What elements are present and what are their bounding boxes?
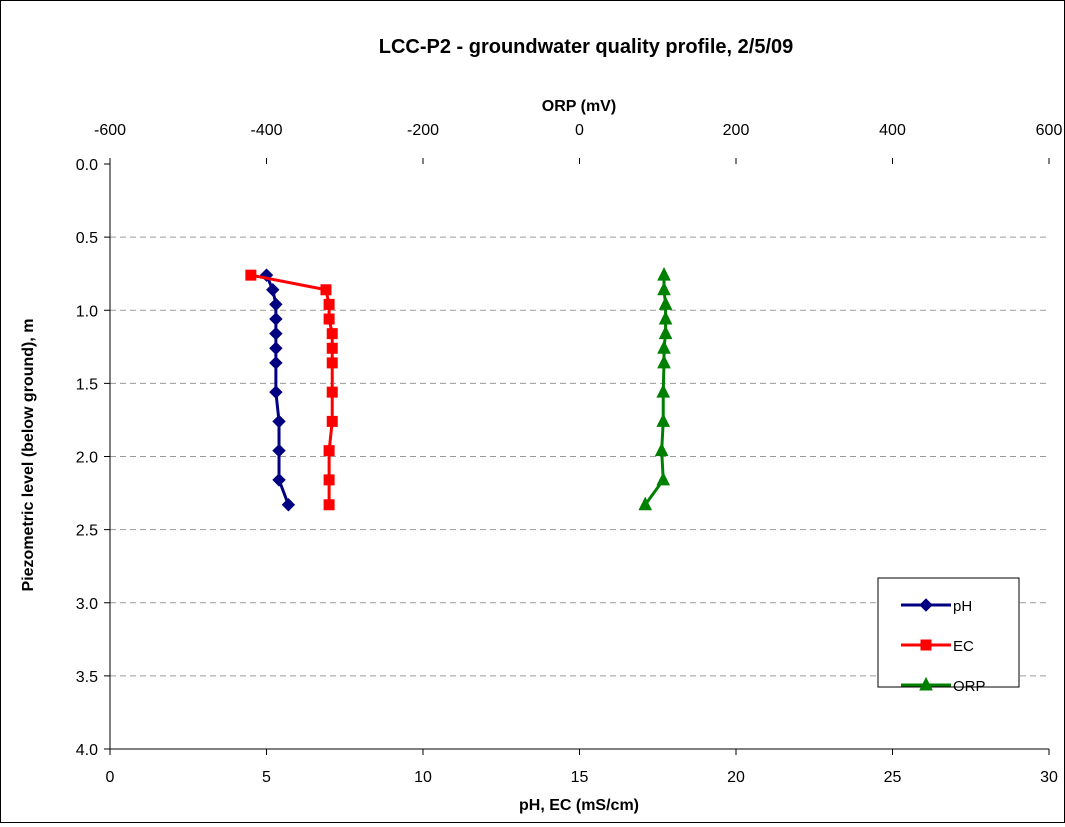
top-x-tick-label: 600 [1036,122,1063,139]
data-point-orp [658,310,673,325]
data-point-ph [269,297,283,312]
bottom-x-tick-label: 20 [727,769,745,786]
data-point-ph [269,385,283,399]
legend: pH EC ORP [877,577,1020,695]
y-tick-label: 3.5 [76,669,98,686]
data-point-ph [269,312,283,326]
data-point-ec [326,342,338,354]
top-x-axis-title: ORP (mV) [542,98,616,115]
chart-title: LCC-P2 - groundwater quality profile, 2/… [379,36,794,58]
data-point-ph [269,326,283,341]
data-point-ec [326,386,338,398]
data-point-orp [638,496,653,511]
data-point-ph [266,283,280,297]
data-point-ec [245,269,257,281]
top-x-tick-label: -600 [94,122,126,139]
legend-label-orp: ORP [953,678,986,695]
y-tick-label: 1.5 [76,376,98,393]
data-point-ec [323,474,335,486]
y-tick-label: 0.0 [76,157,98,174]
legend-box [877,577,1020,688]
bottom-x-tick-label: 30 [1040,769,1058,786]
data-point-orp [658,296,673,310]
data-point-ec [326,357,338,369]
bottom-x-axis-title: pH, EC (mS/cm) [519,797,639,814]
data-point-ec [320,284,332,296]
legend-marker-ec [920,639,932,651]
y-tick-label: 1.0 [76,303,98,320]
bottom-x-tick-label: 25 [884,769,902,786]
axes: 0.0 0.5 1.0 1.5 2.0 2.5 3.0 3.5 4.0 0 5 10 15 20 25 30 -… [76,122,1063,786]
data-point-orp [656,471,671,486]
data-point-ec [323,313,335,325]
data-point-ec [323,445,335,457]
data-point-ec [326,328,338,340]
data-point-ph [272,414,286,429]
data-point-orp [656,413,671,427]
y-tick-label: 2.5 [76,523,98,540]
data-point-ph [269,356,283,370]
top-x-tick-label: 0 [575,122,584,139]
data-point-orp [657,340,671,354]
top-x-tick-label: 400 [879,122,906,139]
data-point-ph [272,473,286,487]
y-tick-label: 2.0 [76,450,98,467]
series-line-ec [250,273,334,505]
data-point-orp [654,442,669,457]
data-point-ph [269,341,283,355]
data-point-ph [272,443,286,458]
data-point-ph [281,498,296,512]
data-point-orp [657,354,671,369]
data-point-orp [657,281,671,296]
legend-marker-ph [919,598,933,612]
data-point-orp [656,384,671,398]
bottom-x-tick-label: 15 [571,769,589,786]
data-point-ec [323,499,335,511]
legend-label-ph: pH [953,598,972,615]
legend-marker-orp [919,676,933,691]
legend-label-ec: EC [953,638,974,655]
data-point-ec [326,415,338,427]
data-series [245,267,673,512]
data-point-orp [658,325,673,340]
top-x-tick-label: -400 [250,122,282,139]
y-tick-label: 3.0 [76,596,98,613]
y-axis-title: Piezometric level (below ground), m [20,319,37,592]
y-tick-label: 4.0 [76,742,98,759]
bottom-x-tick-label: 5 [262,769,271,786]
data-point-ec [323,298,335,310]
data-point-orp [657,267,671,281]
bottom-x-tick-label: 0 [106,769,115,786]
top-x-tick-label: -200 [407,122,439,139]
top-x-tick-label: 200 [723,122,750,139]
y-tick-label: 0.5 [76,230,98,247]
bottom-x-tick-label: 10 [414,769,432,786]
